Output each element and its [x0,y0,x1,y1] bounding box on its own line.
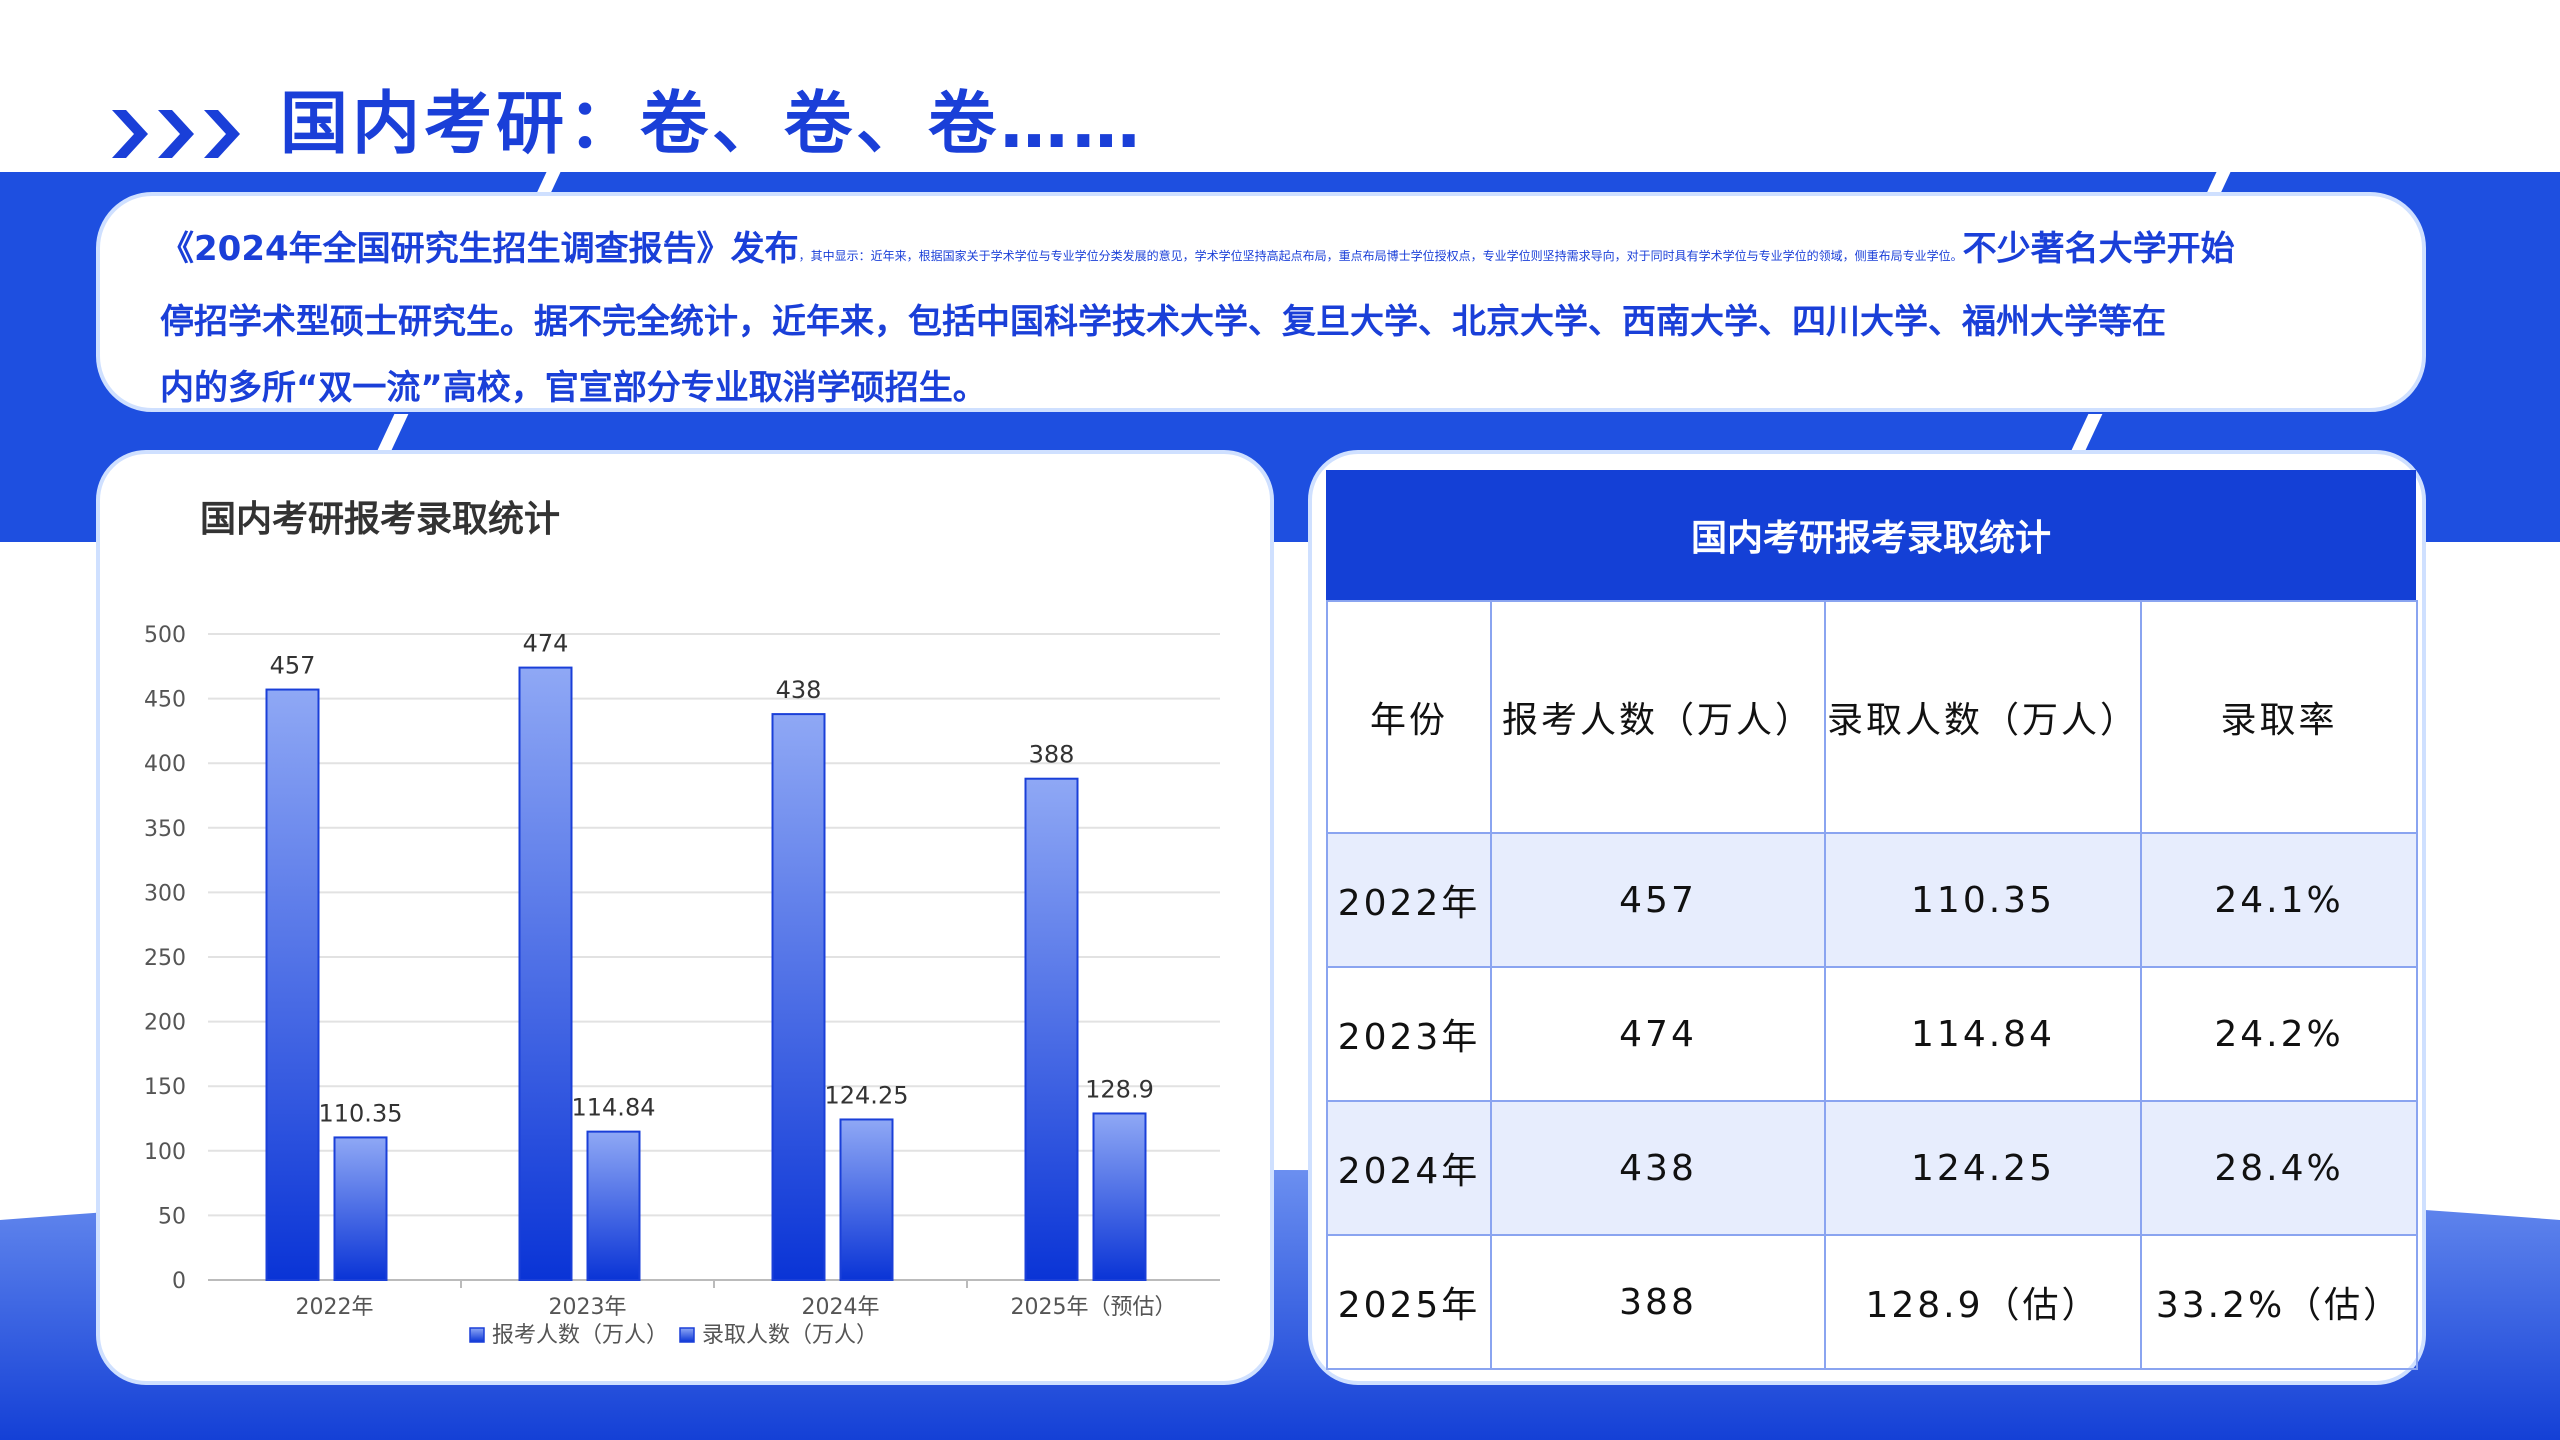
intro-fine-print: ，其中显示：近年来，根据国家关于学术学位与专业学位分类发展的意见，学术学位坚持高… [798,249,1963,263]
table-row: 2025年 388 128.9（估） 33.2%（估） [1326,1234,2418,1370]
data-label: 388 [1029,741,1075,769]
x-tick-label: 2022年 [296,1295,374,1320]
bar [1092,1112,1147,1281]
table-cell: 2025年 [1326,1234,1492,1370]
table-title: 国内考研报考录取统计 [1326,470,2416,600]
table-cell: 24.2% [2140,966,2418,1102]
table-header-cell: 报考人数（万人） [1490,600,1826,834]
table-cell: 24.1% [2140,832,2418,968]
y-tick-label: 100 [144,1140,186,1165]
chart-card: 国内考研报考录取统计 0 50 100 150 200 250 300 350 400 450 50… [96,450,1274,1385]
y-tick-label: 350 [144,817,186,842]
legend-label: 录取人数（万人） [702,1323,878,1348]
table-header-row: 年份 报考人数（万人） 录取人数（万人） 录取率 [1326,600,2418,834]
table-header-cell: 录取人数（万人） [1824,600,2142,834]
bar [839,1118,894,1281]
table-row: 2024年 438 124.25 28.4% [1326,1100,2418,1236]
table-cell: 2023年 [1326,966,1492,1102]
x-tick-label: 2023年 [549,1295,627,1320]
bar [771,713,826,1281]
table-cell: 457 [1490,832,1826,968]
bar [1024,777,1079,1281]
table-cell: 28.4% [2140,1100,2418,1236]
data-label: 457 [270,652,316,680]
data-label: 474 [523,630,569,658]
legend-label: 报考人数（万人） [492,1323,668,1348]
chevron-arrows-icon [112,110,240,158]
table-row: 2023年 474 114.84 24.2% [1326,966,2418,1102]
bar [265,688,320,1281]
y-tick-label: 450 [144,688,186,713]
table-cell: 2022年 [1326,832,1492,968]
intro-line-2: 停招学术型硕士研究生。据不完全统计，近年来，包括中国科学技术大学、复旦大学、北京… [160,302,2166,342]
intro-line-3: 内的多所“双一流”高校，官宣部分专业取消学硕招生。 [160,368,987,408]
table-header-cell: 录取率 [2140,600,2418,834]
data-label: 124.25 [825,1081,909,1109]
table-cell: 388 [1490,1234,1826,1370]
y-tick-label: 500 [144,623,186,648]
y-tick-label: 50 [158,1204,186,1229]
y-tick-label: 150 [144,1075,186,1100]
data-label: 114.84 [572,1094,656,1122]
table-header-cell: 年份 [1326,600,1492,834]
y-tick-label: 0 [172,1269,186,1294]
bar [333,1136,388,1281]
table-cell: 110.35 [1824,832,2142,968]
table-cell: 438 [1490,1100,1826,1236]
legend-swatch [469,1327,485,1343]
table-cell: 124.25 [1824,1100,2142,1236]
y-tick-label: 300 [144,881,186,906]
table-cell: 114.84 [1824,966,2142,1102]
x-tick-label: 2025年（预估） [1011,1295,1177,1320]
table-row: 2022年 457 110.35 24.1% [1326,832,2418,968]
data-label: 128.9 [1085,1075,1154,1103]
bar [586,1130,641,1281]
x-tick-label: 2024年 [802,1295,880,1320]
intro-lead: 《2024年全国研究生招生调查报告》发布 [160,229,799,269]
page-title: 国内考研：卷、卷、卷…… [280,85,1145,164]
bar [518,666,573,1282]
stats-table: 年份 报考人数（万人） 录取人数（万人） 录取率 2022年 457 110.3… [1326,600,2418,1370]
intro-line-1: 《2024年全国研究生招生调查报告》发布，其中显示：近年来，根据国家关于学术学位… [160,216,2362,289]
intro-card: 《2024年全国研究生招生调查报告》发布，其中显示：近年来，根据国家关于学术学位… [96,192,2426,412]
legend-swatch [679,1327,695,1343]
y-tick-label: 250 [144,946,186,971]
data-label: 438 [776,676,822,704]
data-label: 110.35 [319,1099,403,1127]
y-tick-label: 400 [144,752,186,777]
table-cell: 128.9（估） [1824,1234,2142,1370]
bar-chart: 0 50 100 150 200 250 300 350 400 450 500 457 110.35 2… [144,623,1220,1348]
table-cell: 2024年 [1326,1100,1492,1236]
table-card: 国内考研报考录取统计 年份 报考人数（万人） 录取人数（万人） 录取率 2022… [1308,450,2426,1385]
table-cell: 33.2%（估） [2140,1234,2418,1370]
y-tick-label: 200 [144,1011,186,1036]
intro-line1-tail: 不少著名大学开始 [1962,229,2235,269]
chart-title: 国内考研报考录取统计 [200,499,561,540]
table-cell: 474 [1490,966,1826,1102]
